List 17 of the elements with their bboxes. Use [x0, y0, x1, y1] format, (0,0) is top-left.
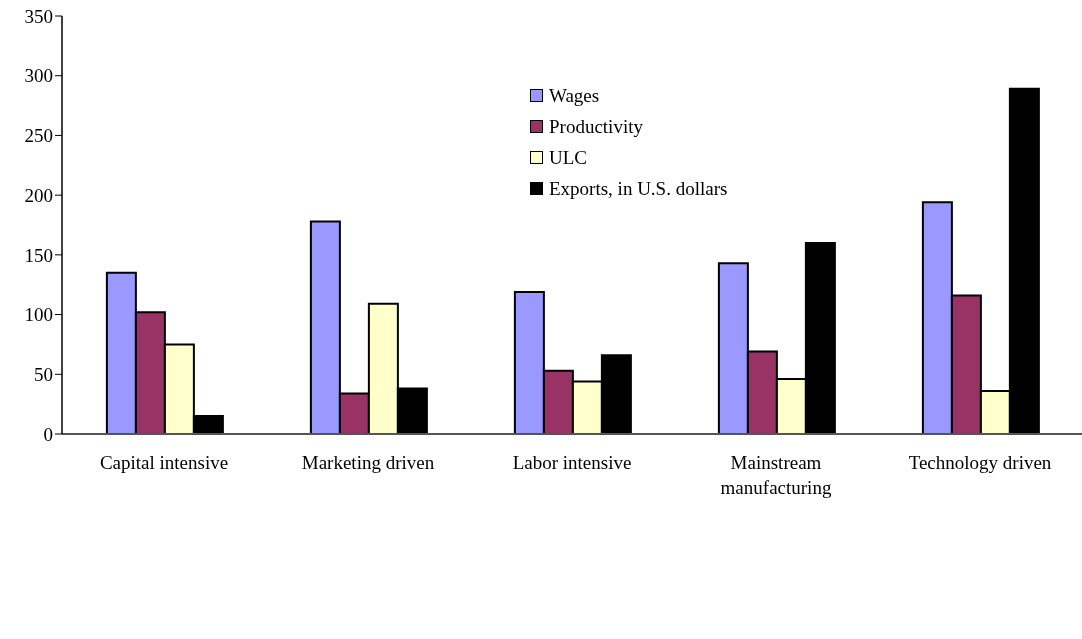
- y-tick-label: 150: [24, 244, 53, 266]
- y-tick-label: 250: [24, 125, 53, 147]
- x-tick-label: Mainstream manufacturing: [720, 452, 832, 499]
- legend-label: ULC: [549, 146, 587, 169]
- legend-label: Wages: [549, 84, 600, 107]
- legend-label: Exports, in U.S. dollars: [549, 177, 728, 200]
- x-tick-label: Technology driven: [908, 452, 1052, 474]
- y-tick-label: 100: [24, 304, 53, 326]
- legend-label: Productivity: [549, 115, 643, 138]
- x-tick-label: Capital intensive: [99, 452, 229, 474]
- y-tick-label: 50: [34, 364, 53, 386]
- y-tick-label: 0: [43, 423, 53, 445]
- x-tick-label: Labor intensive: [512, 452, 632, 474]
- x-tick-label: Marketing driven: [301, 452, 435, 474]
- y-tick-label: 200: [24, 184, 53, 206]
- y-tick-label: 300: [24, 65, 53, 87]
- y-tick-label: 350: [24, 5, 53, 27]
